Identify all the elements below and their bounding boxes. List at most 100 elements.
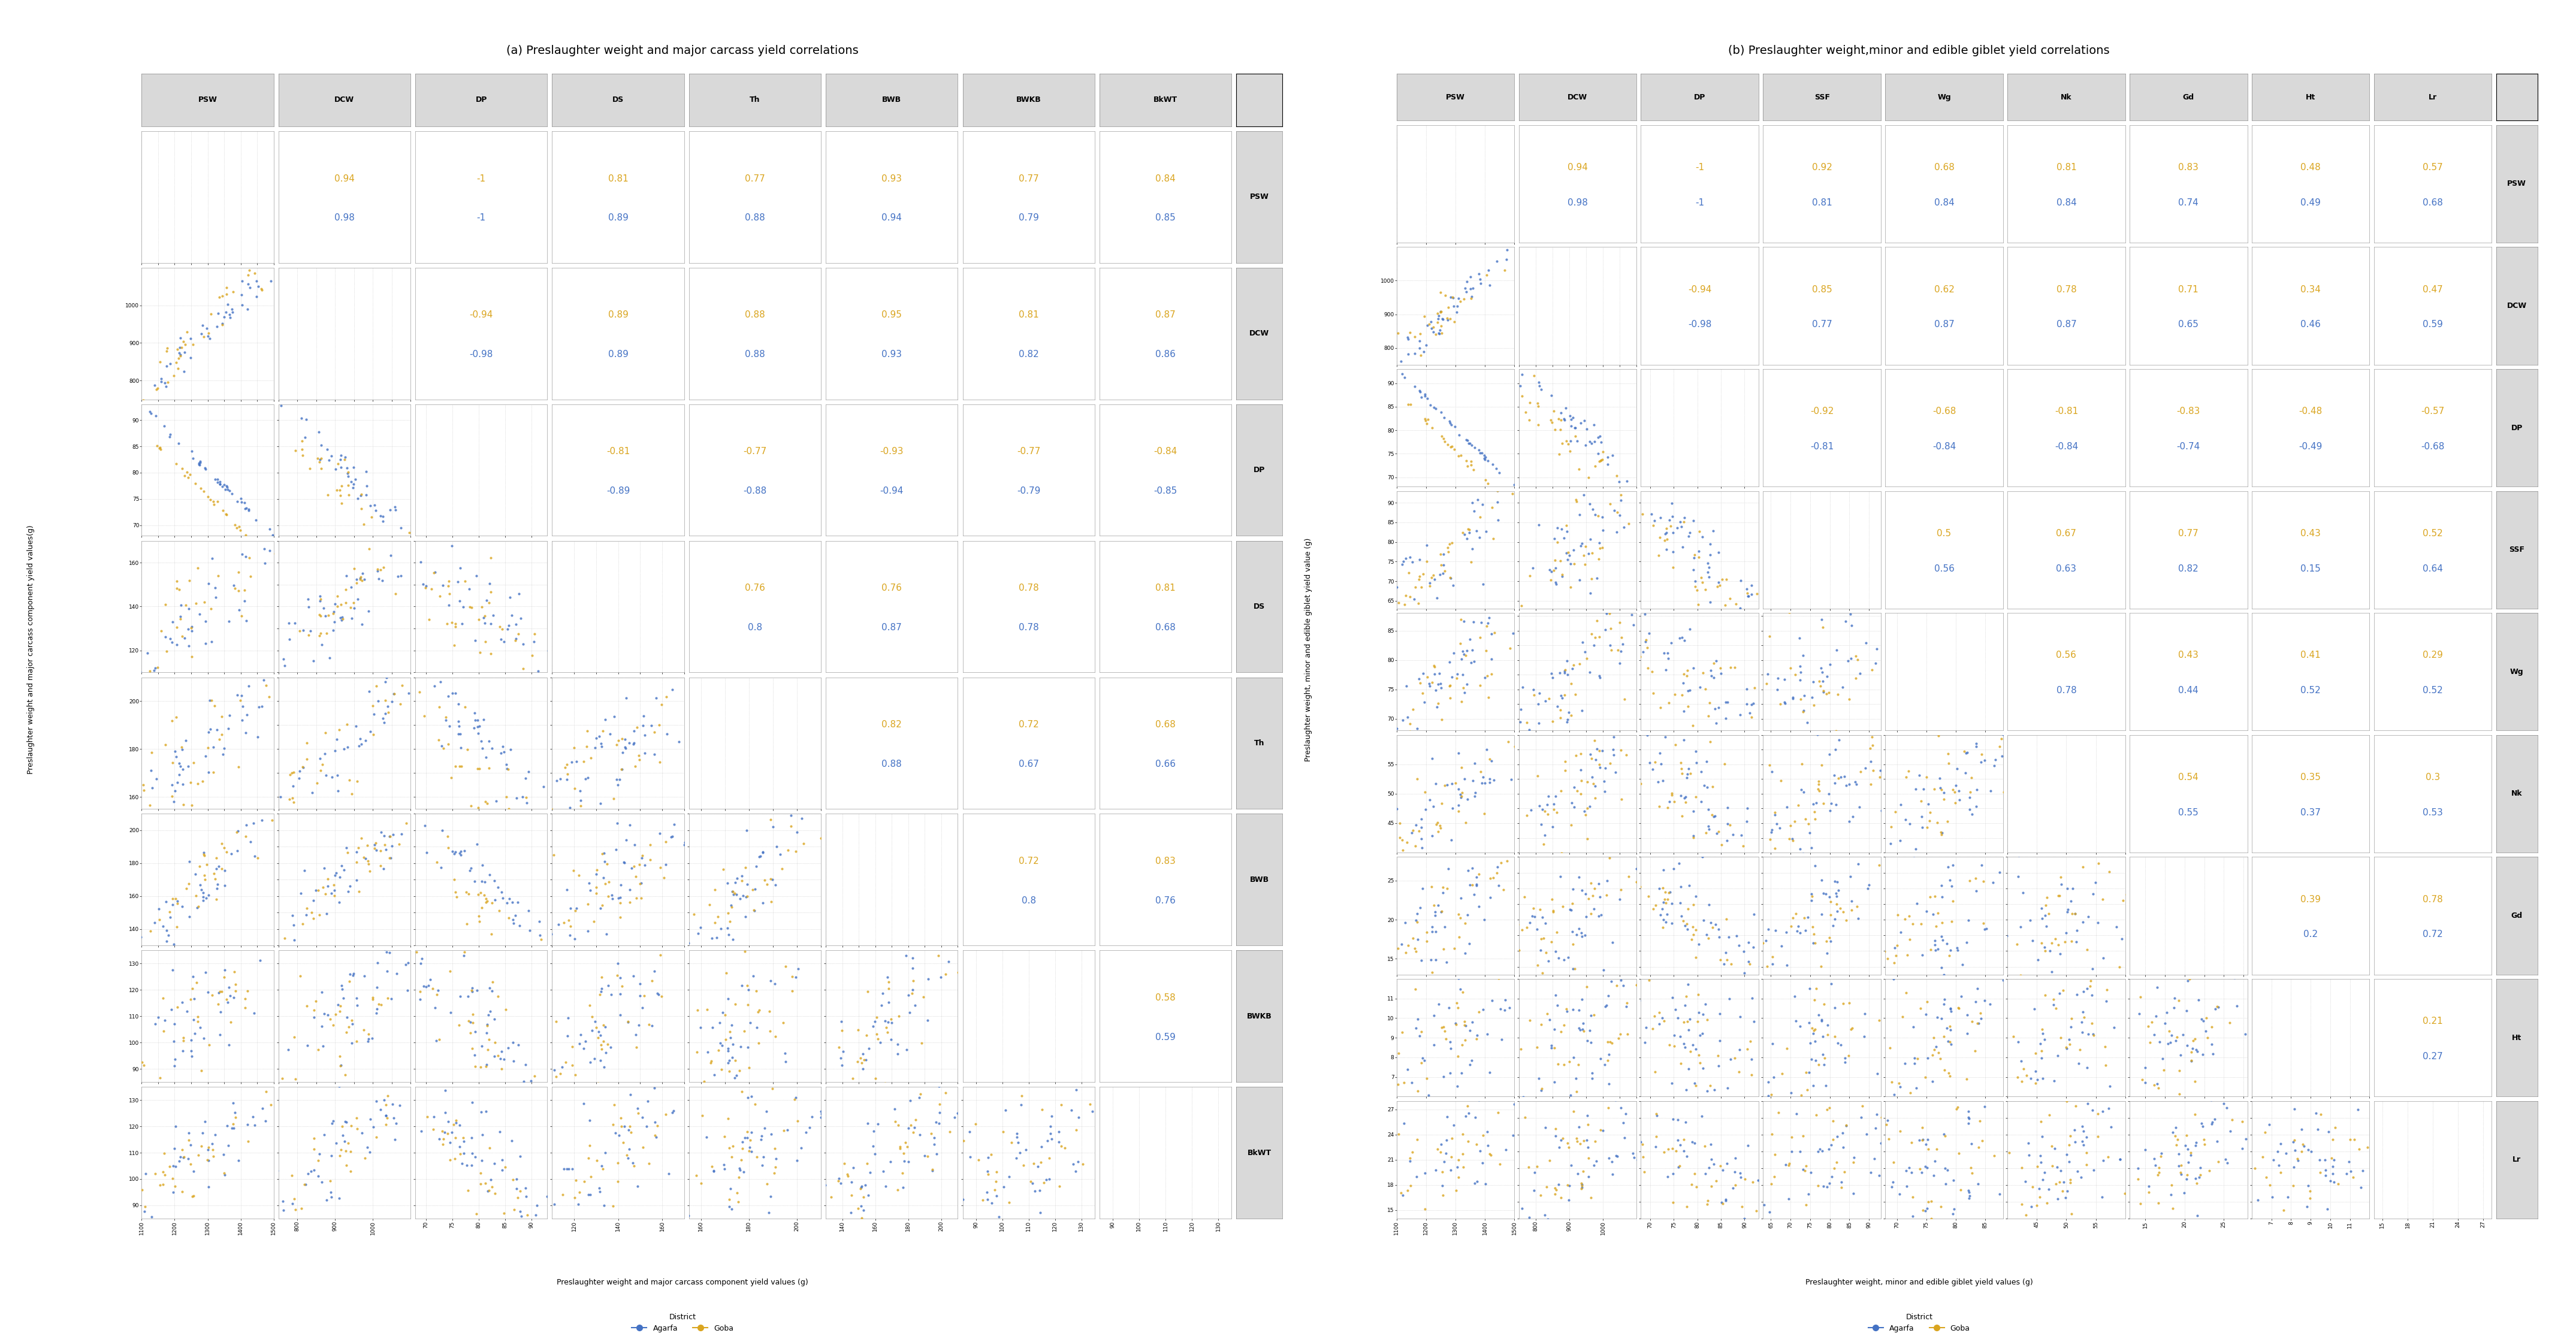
Point xyxy=(227,1114,268,1135)
Point xyxy=(461,596,502,617)
Point xyxy=(1419,402,1461,423)
Point xyxy=(1352,553,1394,574)
Point xyxy=(1574,773,1615,794)
Point xyxy=(2184,1020,2226,1042)
Point xyxy=(824,1153,866,1174)
Point xyxy=(1620,597,1662,619)
Point xyxy=(1728,1085,1770,1106)
Point xyxy=(2120,987,2161,1008)
Point xyxy=(652,826,693,848)
Point xyxy=(1855,652,1896,674)
Point xyxy=(1857,777,1899,798)
Point xyxy=(1551,407,1592,428)
Point xyxy=(466,806,507,828)
Point xyxy=(196,491,237,513)
Point xyxy=(1808,799,1850,821)
Point xyxy=(1700,949,1741,971)
Point xyxy=(204,837,245,858)
Point xyxy=(976,1185,1018,1206)
Point xyxy=(1582,1119,1623,1141)
Point xyxy=(361,822,402,844)
Point xyxy=(2032,965,2074,987)
Point xyxy=(162,362,204,383)
Point xyxy=(574,882,616,904)
Point xyxy=(1721,1105,1762,1126)
Point xyxy=(1747,664,1788,686)
Point xyxy=(193,868,234,889)
Point xyxy=(222,1247,263,1268)
Point xyxy=(2045,923,2087,944)
Point xyxy=(1829,810,1870,832)
Point xyxy=(1806,1099,1847,1121)
Point xyxy=(1535,549,1577,570)
Point xyxy=(348,600,389,621)
Point xyxy=(1667,660,1708,682)
Point xyxy=(1414,663,1455,684)
Point xyxy=(453,716,495,738)
Point xyxy=(672,1054,714,1075)
Point xyxy=(850,1161,891,1182)
Point xyxy=(551,1036,592,1058)
Point xyxy=(1597,1146,1638,1168)
Point xyxy=(162,625,204,647)
Point xyxy=(1942,953,1984,975)
Point xyxy=(296,1165,337,1186)
Point xyxy=(1020,1135,1061,1157)
Point xyxy=(482,1058,523,1079)
Point xyxy=(1698,1055,1739,1077)
Point xyxy=(1378,356,1419,378)
Point xyxy=(332,963,374,984)
Point xyxy=(708,911,750,932)
Point xyxy=(317,781,358,802)
Point xyxy=(420,671,461,692)
Point xyxy=(1445,682,1486,703)
Point xyxy=(698,907,739,928)
Point xyxy=(943,1130,984,1152)
Point xyxy=(301,635,343,656)
Point xyxy=(729,979,770,1000)
Point xyxy=(762,1119,804,1141)
Point xyxy=(623,742,665,763)
Point xyxy=(325,738,366,759)
Point xyxy=(1422,554,1463,576)
Point xyxy=(1453,491,1494,513)
Point xyxy=(1363,802,1404,823)
Point xyxy=(1785,1217,1826,1239)
Point xyxy=(1430,568,1471,589)
Point xyxy=(1837,853,1878,874)
Point xyxy=(1765,1154,1806,1176)
Point xyxy=(466,1054,507,1075)
Point xyxy=(500,1146,541,1168)
Point xyxy=(1674,1075,1716,1097)
Point xyxy=(173,1186,214,1208)
Point xyxy=(134,375,175,396)
Point xyxy=(124,779,165,801)
Point xyxy=(1522,799,1564,821)
Point xyxy=(1396,718,1437,739)
Point xyxy=(1896,1047,1937,1069)
Point xyxy=(1749,829,1790,850)
Point xyxy=(134,912,175,933)
Point xyxy=(1960,1003,2002,1024)
Point xyxy=(263,1200,304,1221)
Text: 0.93: 0.93 xyxy=(881,174,902,183)
Point xyxy=(1564,1161,1605,1182)
Point xyxy=(1345,1091,1386,1113)
Point xyxy=(726,1087,768,1109)
Point xyxy=(1564,554,1605,576)
Point xyxy=(1520,1014,1561,1035)
Point xyxy=(273,775,314,797)
Point xyxy=(1528,1003,1569,1024)
Point xyxy=(1996,1216,2038,1237)
Point xyxy=(1396,929,1437,951)
Point xyxy=(1770,828,1811,849)
Point xyxy=(1929,998,1971,1019)
Point xyxy=(155,1115,196,1137)
Point xyxy=(1775,811,1816,833)
Point xyxy=(448,986,489,1007)
Point xyxy=(209,611,250,632)
Point xyxy=(546,1007,587,1028)
Point xyxy=(152,1181,193,1202)
Point xyxy=(433,635,474,656)
Point xyxy=(1430,1031,1471,1052)
